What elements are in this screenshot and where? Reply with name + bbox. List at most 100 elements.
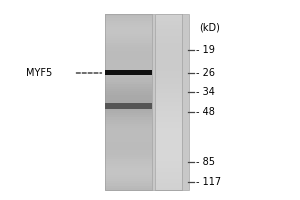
Bar	[105, 80, 152, 82]
Bar	[105, 133, 152, 135]
Bar	[105, 109, 152, 111]
Bar	[105, 87, 152, 89]
Bar	[154, 124, 182, 126]
Bar	[105, 62, 152, 65]
Bar	[105, 27, 152, 29]
Bar	[154, 78, 182, 80]
Text: - 19: - 19	[196, 45, 215, 55]
Bar	[105, 135, 152, 137]
Bar	[105, 82, 152, 84]
Bar	[154, 67, 182, 69]
Bar	[154, 144, 182, 146]
Bar	[154, 117, 182, 120]
Bar	[154, 135, 182, 137]
Bar	[105, 65, 152, 67]
Bar	[105, 70, 152, 75]
Bar	[154, 71, 182, 73]
Bar	[105, 93, 152, 95]
Bar	[154, 128, 182, 131]
Bar	[105, 181, 152, 183]
Bar	[154, 93, 182, 95]
Bar	[105, 29, 152, 32]
Bar	[105, 14, 152, 190]
Bar	[154, 95, 182, 98]
Bar	[105, 78, 152, 80]
Bar	[105, 47, 152, 49]
Bar	[154, 47, 182, 49]
Bar	[105, 89, 152, 91]
Bar	[154, 146, 182, 148]
Bar	[105, 137, 152, 139]
Text: (kD): (kD)	[200, 22, 220, 32]
Bar	[154, 111, 182, 113]
Bar	[105, 104, 152, 106]
Bar	[105, 148, 152, 150]
Bar	[154, 106, 182, 109]
Bar	[154, 51, 182, 54]
Bar	[105, 16, 152, 18]
Bar	[105, 14, 189, 190]
Bar	[105, 34, 152, 36]
Bar	[154, 87, 182, 89]
Bar	[105, 98, 152, 100]
Bar	[154, 62, 182, 65]
Bar	[105, 18, 152, 21]
Bar	[105, 183, 152, 186]
Bar	[105, 168, 152, 170]
Bar	[154, 161, 182, 164]
Bar	[154, 177, 182, 179]
Bar	[154, 170, 182, 172]
Bar	[154, 153, 182, 155]
Bar	[105, 71, 152, 73]
Bar	[105, 60, 152, 62]
Bar	[154, 18, 182, 21]
Bar	[154, 23, 182, 25]
Bar	[105, 103, 152, 109]
Bar	[105, 69, 152, 71]
Bar	[105, 43, 152, 45]
Bar	[105, 164, 152, 166]
Bar	[154, 126, 182, 128]
Bar	[154, 34, 182, 36]
Bar	[154, 148, 182, 150]
Bar	[105, 161, 152, 164]
Bar	[154, 40, 182, 43]
Bar	[154, 43, 182, 45]
Bar	[154, 58, 182, 60]
Text: - 48: - 48	[196, 107, 215, 117]
Bar	[154, 29, 182, 32]
Bar	[105, 179, 152, 181]
Bar	[154, 188, 182, 190]
Bar	[154, 186, 182, 188]
Bar	[154, 120, 182, 122]
Bar	[105, 177, 152, 179]
Bar	[105, 102, 152, 104]
Bar	[154, 60, 182, 62]
Bar	[105, 126, 152, 128]
Bar	[154, 131, 182, 133]
Bar	[154, 45, 182, 47]
Bar	[105, 188, 152, 190]
Bar	[154, 166, 182, 168]
Bar	[154, 32, 182, 34]
Bar	[105, 95, 152, 98]
Bar	[154, 38, 182, 40]
Bar	[105, 142, 152, 144]
Bar	[105, 111, 152, 113]
Bar	[105, 175, 152, 177]
Bar	[105, 40, 152, 43]
Bar	[105, 38, 152, 40]
Bar	[105, 139, 152, 142]
Bar	[105, 23, 152, 25]
Bar	[154, 183, 182, 186]
Bar	[154, 16, 182, 18]
Bar	[154, 113, 182, 115]
Text: MYF5: MYF5	[26, 68, 52, 78]
Bar	[154, 98, 182, 100]
Bar	[105, 56, 152, 58]
Bar	[105, 124, 152, 126]
Bar	[154, 89, 182, 91]
Bar	[105, 150, 152, 153]
Bar	[105, 117, 152, 120]
Bar	[105, 73, 152, 76]
